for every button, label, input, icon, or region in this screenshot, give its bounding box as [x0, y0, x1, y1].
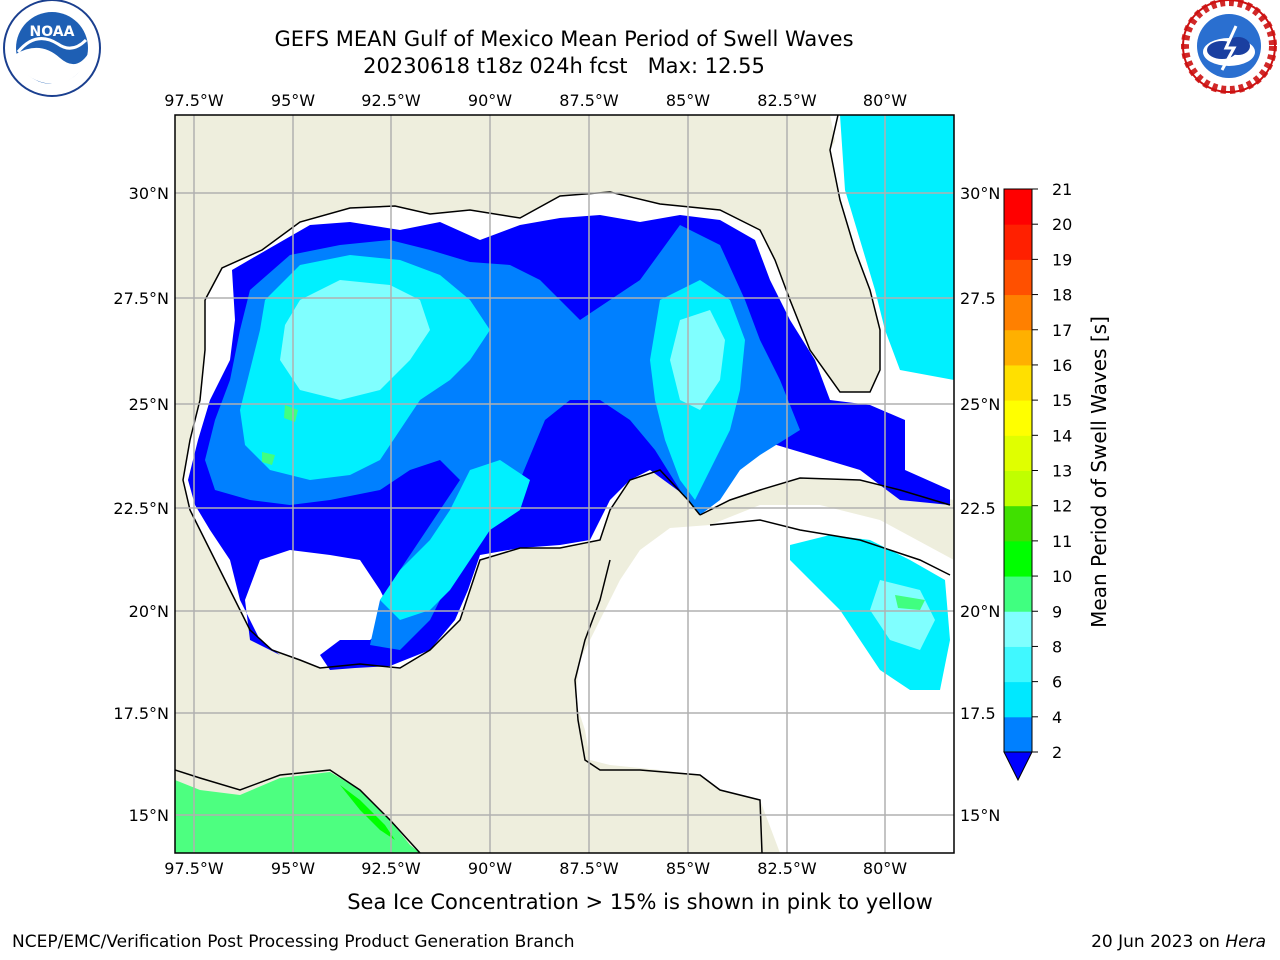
colorbar-tick-label: 20	[1052, 215, 1072, 234]
lat-label: 15°N	[960, 806, 1000, 825]
gridlines	[175, 115, 954, 853]
colorbar-extend-arrow	[1003, 751, 1033, 782]
lat-label: 25°N	[129, 395, 169, 414]
lat-label: 22.5°N	[113, 499, 169, 518]
lat-label: 20°N	[960, 602, 1000, 621]
lat-label: 27.5°N	[113, 289, 169, 308]
footer-date-text: 20 Jun 2023 on	[1091, 932, 1226, 952]
lat-label: 30°N	[129, 184, 169, 203]
lon-labels-top: 97.5°W 95°W 92.5°W 90°W 87.5°W 85°W 82.5…	[164, 91, 907, 110]
colorbar-tick-label: 2	[1052, 743, 1062, 762]
pacific-swell	[175, 772, 420, 853]
colorbar-segment	[1004, 576, 1032, 612]
colorbar-segment	[1004, 294, 1032, 331]
colorbar-tick-label: 10	[1052, 567, 1072, 586]
lon-label: 90°W	[468, 859, 512, 878]
colorbar-tick-label: 12	[1052, 497, 1072, 516]
colorbar-tick-label: 9	[1052, 602, 1062, 621]
lon-label: 85°W	[666, 91, 710, 110]
footer-credit: NCEP/EMC/Verification Post Processing Pr…	[12, 932, 575, 952]
lon-label: 92.5°W	[361, 859, 421, 878]
lat-label: 17.5°N	[113, 704, 169, 723]
coastline-cuba-south	[709, 519, 951, 576]
coastline-mexico	[182, 300, 701, 669]
lon-label: 90°W	[468, 91, 512, 110]
lon-label: 92.5°W	[361, 91, 421, 110]
colorbar-tick-label: 14	[1052, 426, 1072, 445]
noaa-logo-icon: NOAA	[3, 0, 101, 97]
footer-date: 20 Jun 2023 on Hera	[1091, 932, 1266, 952]
lon-label: 95°W	[271, 91, 315, 110]
coastline-yucatan	[574, 559, 763, 853]
colorbar-segment	[1004, 435, 1032, 471]
colorbar-tick-label: 15	[1052, 391, 1072, 410]
swell-band-8-9	[280, 280, 935, 650]
lon-labels-bottom: 97.5°W 95°W 92.5°W 90°W 87.5°W 85°W 82.5…	[164, 859, 907, 878]
colorbar-segment	[1004, 716, 1032, 753]
colorbar-tick-label: 17	[1052, 321, 1072, 340]
coastline-gulf	[204, 115, 881, 393]
lat-label: 15°N	[129, 806, 169, 825]
lat-label: 22.5	[960, 499, 996, 518]
colorbar-segment	[1004, 681, 1032, 718]
colorbar-label: Mean Period of Swell Waves [s]	[1087, 316, 1111, 628]
title-line-2: 20230618 t18z 024h fcst Max: 12.55	[363, 54, 765, 78]
lon-label: 87.5°W	[559, 91, 619, 110]
colorbar-tick-label: 18	[1052, 286, 1072, 305]
sea-ice-note: Sea Ice Concentration > 15% is shown in …	[347, 890, 933, 914]
lon-label: 95°W	[271, 859, 315, 878]
colorbar-segment	[1004, 540, 1032, 577]
map-border	[174, 114, 955, 854]
colorbar-tick-label: 21	[1052, 180, 1072, 199]
colorbar-tick-label: 19	[1052, 250, 1072, 269]
colorbar-segment	[1004, 364, 1032, 401]
lon-label: 97.5°W	[164, 91, 224, 110]
colorbar-segment	[1004, 505, 1032, 542]
lon-label: 87.5°W	[559, 859, 619, 878]
lon-label: 80°W	[863, 91, 907, 110]
lon-label: 82.5°W	[757, 859, 817, 878]
colorbar-segment	[1004, 400, 1032, 436]
colorbar-tick-label: 16	[1052, 356, 1072, 375]
lat-label: 20°N	[129, 602, 169, 621]
colorbar-segment	[1004, 259, 1032, 296]
colorbar-tick-label: 13	[1052, 462, 1072, 481]
lat-labels-left: 30°N 27.5°N 25°N 22.5°N 20°N 17.5°N 15°N	[113, 184, 169, 825]
lon-label: 80°W	[863, 859, 907, 878]
lat-label: 30°N	[960, 184, 1000, 203]
colorbar-segment	[1004, 189, 1032, 225]
title-line-1: GEFS MEAN Gulf of Mexico Mean Period of …	[274, 27, 854, 51]
colorbar-tick-label: 8	[1052, 637, 1062, 656]
chart-title: GEFS MEAN Gulf of Mexico Mean Period of …	[0, 26, 1128, 80]
lat-label: 17.5	[960, 704, 996, 723]
colorbar-segment	[1004, 329, 1032, 366]
colorbar-segment	[1004, 224, 1032, 260]
swell-band-6-8	[240, 115, 954, 690]
lon-label: 97.5°W	[164, 859, 224, 878]
colorbar-segment	[1004, 611, 1032, 647]
colorbar-tick-label: 6	[1052, 673, 1062, 692]
nws-logo-icon	[1181, 0, 1277, 94]
lon-label: 85°W	[666, 859, 710, 878]
coastline-cuba	[699, 477, 951, 516]
colorbar-tick-label: 11	[1052, 532, 1072, 551]
noaa-logo-text: NOAA	[30, 24, 75, 40]
colorbar-tick-label: 4	[1052, 708, 1062, 727]
colorbar-segment	[1004, 470, 1032, 507]
colorbar: 2 4 6 8 9 10 11 12 13 14 15 16 17 18 19 20 21	[1003, 180, 1072, 782]
colorbar-segment	[1004, 646, 1032, 683]
lon-label: 82.5°W	[757, 91, 817, 110]
lat-label: 27.5	[960, 289, 996, 308]
footer-host: Hera	[1225, 932, 1266, 952]
lat-labels-right: 30°N 27.5 25°N 22.5 20°N 17.5 15°N	[960, 184, 1000, 825]
pacific-swell-edge	[340, 785, 395, 840]
lat-label: 25°N	[960, 395, 1000, 414]
